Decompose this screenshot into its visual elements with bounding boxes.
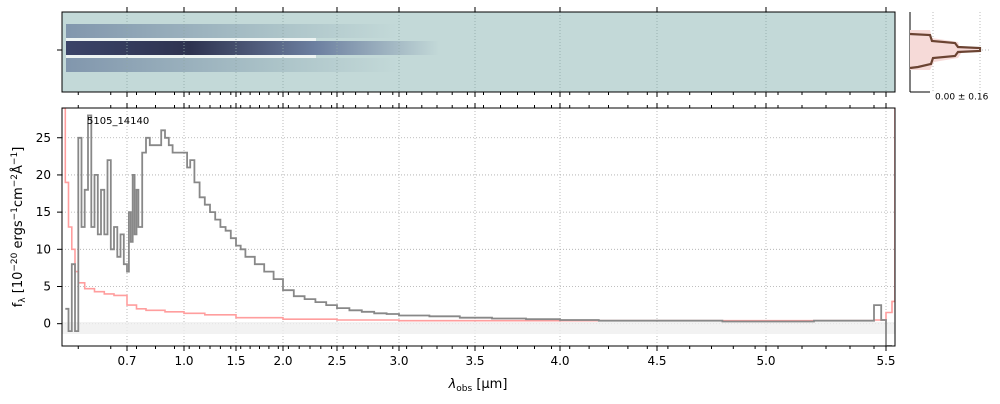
x-tick-label: 0.7: [117, 354, 136, 368]
x-axis: 0.7 1.0 1.5 2.0 2.5 3.0 3.5 4.0 4.5 5.0 5.5: [77, 7, 896, 368]
y-axis: 0 5 10 15 20 25: [36, 131, 62, 331]
spectrum-2d-frame: [61, 11, 896, 93]
inset-label: 0.00 ± 0.16: [935, 93, 989, 103]
spectrum-2d-gap-upper: [66, 38, 316, 41]
spectrum-2d-band-lower: [66, 58, 895, 72]
spectrum-2d-trace: [66, 41, 895, 55]
y-tick-label: 10: [36, 242, 51, 256]
y-tick-label: 25: [36, 131, 51, 145]
plot-area-background: [62, 108, 895, 346]
spectrum-2d-band-upper: [66, 24, 895, 38]
x-tick-label: 3.0: [389, 354, 408, 368]
spectrum-2d-panel: [57, 11, 896, 93]
x-tick-label: 4.0: [550, 354, 569, 368]
y-tick-label: 0: [43, 317, 51, 331]
profile-inset-panel: 0.00 ± 0.16: [909, 12, 990, 103]
y-tick-label: 15: [36, 205, 51, 219]
spectrum-1d-panel: 0 5 10 15 20 25 0.7 1.0 1.5 2.0 2.5 3.0 3.5 4.0 4.5 5.…: [10, 7, 896, 394]
x-tick-label: 5.0: [756, 354, 775, 368]
main-plot-frame: [61, 107, 896, 347]
x-tick-label: 1.5: [226, 354, 245, 368]
spectrum-id-annotation: 5105_14140: [87, 116, 149, 127]
x-tick-label: 1.0: [174, 354, 193, 368]
y-tick-label: 20: [36, 168, 51, 182]
spectrum-2d-gap-lower: [66, 55, 316, 58]
x-axis-title: λobs [μm]: [448, 377, 508, 394]
x-tick-label: 2.5: [327, 354, 346, 368]
x-tick-label: 3.5: [465, 354, 484, 368]
x-tick-label: 5.5: [876, 354, 895, 368]
spectrum-2d-gridlines: [126, 12, 887, 92]
y-tick-label: 5: [43, 280, 51, 294]
zero-band: [62, 322, 895, 334]
series-flux-line: [65, 114, 892, 346]
x-tick-label: 2.0: [273, 354, 292, 368]
y-axis-title: fλ [10−20 ergs−1cm−2Å−1]: [10, 147, 28, 308]
profile-line: [909, 32, 982, 70]
profile-uncertainty-fill: [910, 30, 978, 70]
x-tick-label: 4.5: [647, 354, 666, 368]
